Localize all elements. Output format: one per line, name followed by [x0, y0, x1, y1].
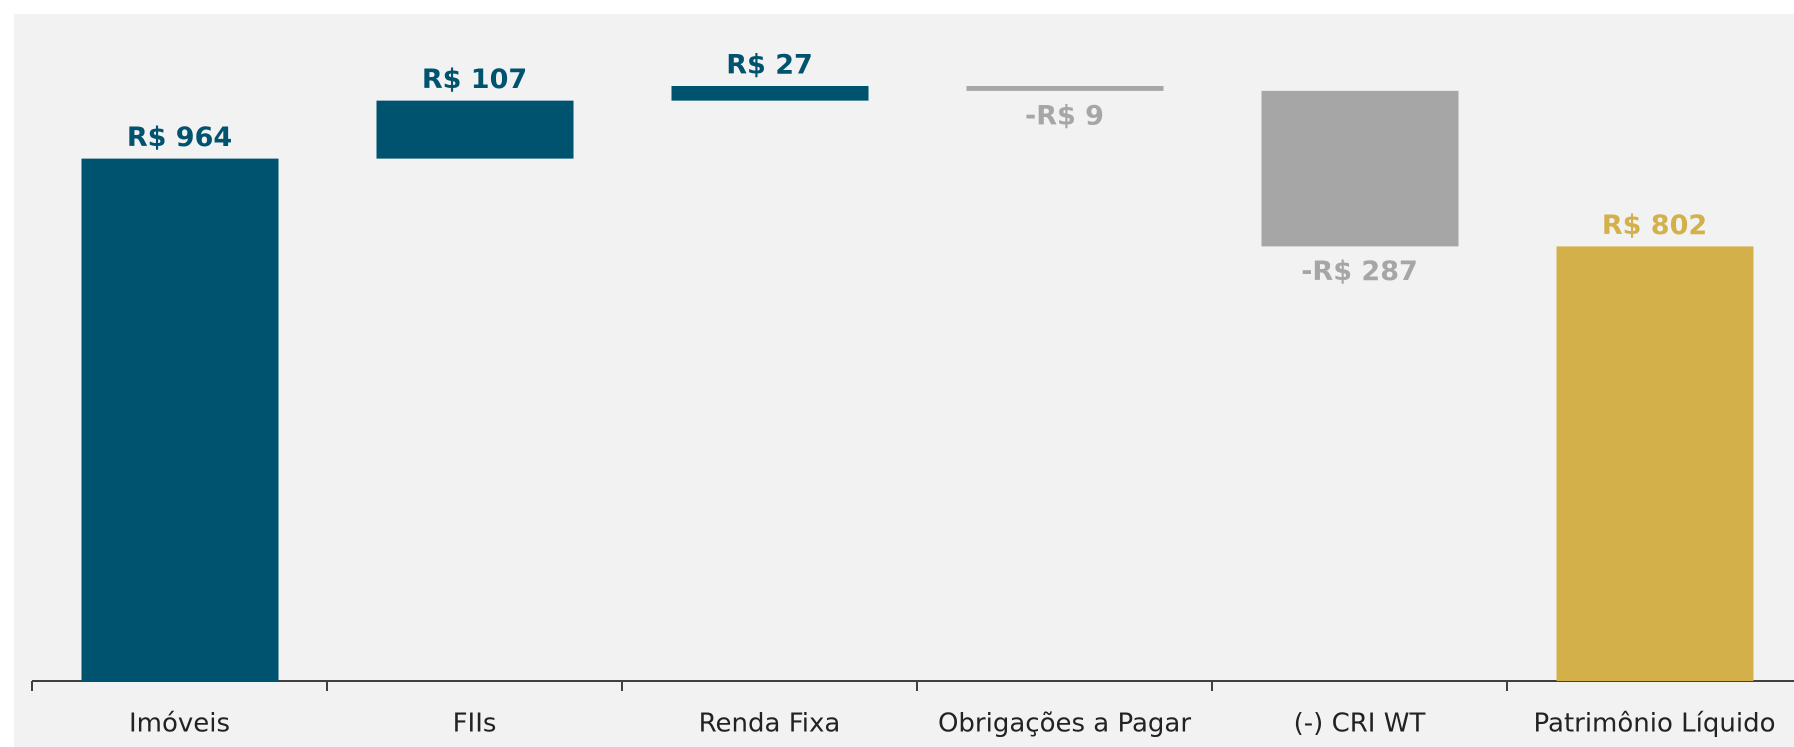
bar	[966, 86, 1164, 91]
plot-background	[14, 14, 1794, 747]
bar	[376, 100, 574, 159]
x-tick-label: FIIs	[453, 709, 497, 739]
value-label: R$ 27	[726, 50, 813, 81]
value-label: -R$ 9	[1025, 100, 1104, 131]
x-tick-label: (-) CRI WT	[1294, 709, 1426, 739]
bar	[81, 158, 279, 682]
bar	[671, 86, 869, 101]
bar	[1556, 246, 1754, 681]
x-tick-label: Obrigações a Pagar	[938, 709, 1191, 739]
x-tick-label: Patrimônio Líquido	[1534, 709, 1776, 739]
x-tick-label: Imóveis	[129, 709, 230, 739]
value-label: -R$ 287	[1301, 256, 1418, 287]
value-label: R$ 107	[422, 64, 527, 95]
bar	[1261, 90, 1459, 247]
x-tick-label: Renda Fixa	[699, 709, 841, 739]
value-label: R$ 802	[1602, 210, 1707, 241]
value-label: R$ 964	[127, 122, 232, 153]
